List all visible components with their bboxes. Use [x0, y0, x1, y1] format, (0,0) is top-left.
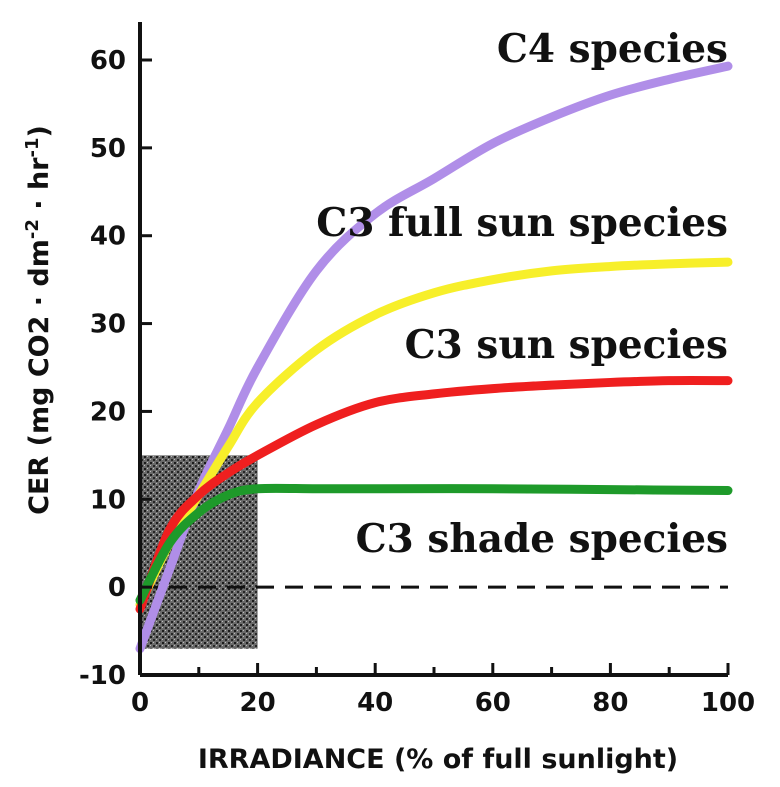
y-axis-ticks: -10 0 10 20 30 40 50 60 — [79, 46, 152, 691]
x-axis-ticks: 0 20 40 60 80 100 — [131, 663, 755, 718]
y-axis-title-sup2: -1 — [22, 138, 43, 158]
y-tick-label: -10 — [79, 661, 126, 691]
y-tick-label: 30 — [90, 310, 126, 340]
x-tick-label: 80 — [592, 688, 628, 718]
y-axis-title: CER (mg CO2 · dm-2 · hr-1) — [22, 125, 55, 515]
label-c3-sun-species: C3 sun species — [405, 322, 728, 368]
y-tick-label: 20 — [90, 397, 126, 427]
x-tick-label: 60 — [475, 688, 511, 718]
series-curves — [135, 61, 733, 654]
y-tick-label: 50 — [90, 134, 126, 164]
y-axis-title-part2: · hr — [24, 157, 55, 219]
c3-sun-species-curve — [135, 376, 733, 614]
y-tick-label: 40 — [90, 222, 126, 252]
y-axis-title-part1: CER (mg CO2 · dm — [24, 239, 55, 515]
label-c4-species: C4 species — [497, 26, 728, 72]
y-tick-label: 10 — [90, 485, 126, 515]
x-tick-label: 0 — [131, 688, 149, 718]
x-tick-label: 100 — [701, 688, 755, 718]
y-tick-label: 0 — [108, 573, 126, 603]
label-c3-shade-species: C3 shade species — [356, 516, 728, 562]
x-axis-title: IRRADIANCE (% of full sunlight) — [198, 744, 678, 775]
y-axis-title-sup1: -2 — [22, 219, 43, 239]
y-axis-title-part3: ) — [24, 125, 55, 137]
x-tick-label: 20 — [240, 688, 276, 718]
c3-shade-species-curve — [135, 483, 733, 605]
label-c3-full-sun-species: C3 full sun species — [316, 200, 728, 246]
y-tick-label: 60 — [90, 46, 126, 76]
x-tick-label: 40 — [357, 688, 393, 718]
